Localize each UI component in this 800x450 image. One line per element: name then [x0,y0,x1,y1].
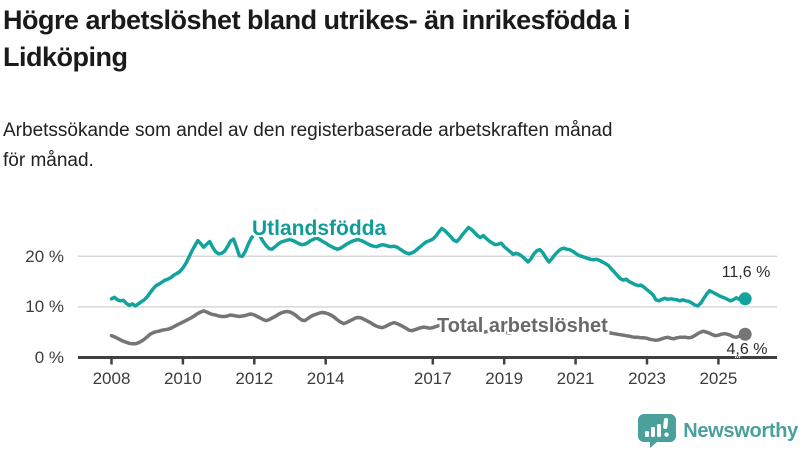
page-title-line2: Lidköping [3,42,128,72]
x-tick-label: 2023 [628,369,666,388]
x-tick-label: 2012 [235,369,274,388]
page-subtitle-line2: för månad. [3,150,94,171]
x-tick-label: 2021 [556,369,595,388]
newsworthy-logo-icon [638,414,677,448]
end-value-utlandsfodda: 11,6 % [721,264,771,281]
series-end-dot [738,327,752,341]
end-value-total: 4,6 % [726,341,768,358]
x-tick-label: 2017 [413,369,452,388]
series-line-total-arbetsl-shet [109,309,747,346]
series-label-utlandsfodda: Utlandsfödda [252,217,387,240]
series-label-total-arbetsloshet: Total arbetslöshet [437,315,608,337]
page-title: Högre arbetslöshet bland utrikes- än inr… [3,2,631,76]
series-end-dot [738,292,752,306]
y-tick-label: 20 % [25,246,64,266]
x-tick-label: 2014 [306,369,345,388]
page-subtitle-line1: Arbetssökande som andel av den registerb… [3,120,613,141]
newsworthy-logo: Newsworthy [638,414,798,448]
series-line-utlandsf-dda [109,225,747,308]
x-tick-label: 2010 [163,369,202,388]
y-tick-label: 0 % [34,348,64,367]
x-tick-label: 2025 [699,369,738,388]
page-title-line1: Högre arbetslöshet bland utrikes- än inr… [3,5,631,35]
y-tick-label: 10 % [25,297,64,317]
page-subtitle: Arbetssökande som andel av den registerb… [3,116,612,176]
x-tick-label: 2019 [485,369,524,388]
x-tick-label: 2008 [92,369,131,388]
newsworthy-logo-text: Newsworthy [683,419,798,442]
